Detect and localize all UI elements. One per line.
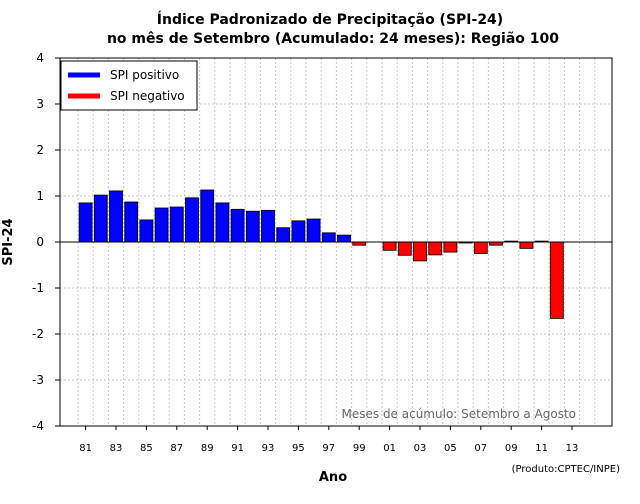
product-credit: (Produto:CPTEC/INPE): [512, 464, 620, 475]
y-tick-label: -3: [32, 373, 44, 387]
bar-2002: [397, 241, 412, 256]
bar-2007: [473, 241, 488, 254]
bar-1988: [185, 197, 199, 243]
x-tick-label: 95: [292, 443, 305, 454]
x-tick-label: 85: [140, 443, 153, 454]
x-tick-label: 01: [383, 443, 396, 454]
bar-2003: [413, 241, 427, 262]
bar-2005: [443, 241, 458, 253]
x-tick-label: 81: [79, 443, 92, 454]
bar-1997: [321, 232, 336, 243]
x-tick-label: 89: [201, 443, 214, 454]
bar-1990: [215, 202, 230, 243]
bar-1986: [154, 207, 169, 243]
x-tick-label: 13: [566, 443, 579, 454]
chart-title: Índice Padronizado de Precipitação (SPI-…: [157, 11, 503, 28]
y-tick-label: -1: [32, 281, 44, 295]
legend: SPI positivo SPI negativo: [60, 60, 198, 111]
chart-subtitle: no mês de Setembro (Acumulado: 24 meses)…: [107, 31, 559, 47]
y-tick-label: -4: [32, 419, 44, 433]
y-tick-label: 3: [36, 97, 44, 111]
bar-2004: [428, 241, 443, 256]
x-tick-label: 83: [110, 443, 123, 454]
x-tick-label: 91: [231, 443, 244, 454]
x-axis-label: Ano: [319, 470, 347, 485]
bar-1993: [261, 209, 275, 243]
bars: [78, 189, 564, 319]
bar-1987: [169, 206, 184, 243]
bar-2001: [382, 241, 397, 251]
x-tick-label: 07: [474, 443, 487, 454]
bar-1995: [291, 220, 306, 243]
y-tick-label: 2: [36, 143, 44, 157]
bar-1983: [109, 190, 123, 243]
x-tick-label: 97: [322, 443, 335, 454]
bar-1998: [337, 234, 351, 243]
y-tick-label: -2: [32, 327, 44, 341]
x-tick-label: 87: [170, 443, 183, 454]
legend-box: [60, 60, 198, 111]
y-tick-label: 4: [36, 51, 44, 65]
x-axis: 81 83 85 87 89 91 93 95 97 99 01 03 05 07 09 11 13: [79, 426, 578, 454]
x-tick-label: 03: [414, 443, 427, 454]
bar-1982: [93, 194, 108, 243]
y-tick-label: 1: [36, 189, 44, 203]
y-axis-label: SPI-24: [1, 218, 16, 265]
bar-1994: [276, 227, 291, 243]
bar-1989: [200, 189, 215, 243]
y-tick-label: 0: [36, 235, 44, 249]
bar-1991: [230, 208, 245, 243]
legend-label-positive: SPI positivo: [110, 68, 179, 82]
x-tick-label: 05: [444, 443, 457, 454]
bar-1984: [124, 201, 139, 243]
x-tick-label: 11: [535, 443, 548, 454]
bar-1992: [245, 210, 260, 243]
bar-1996: [306, 218, 321, 243]
bar-1985: [139, 219, 154, 243]
accumulation-annotation: Meses de acúmulo: Setembro a Agosto: [342, 407, 577, 421]
x-tick-label: 09: [505, 443, 518, 454]
bar-2010: [519, 241, 534, 249]
x-tick-label: 99: [353, 443, 366, 454]
bar-1981: [78, 202, 93, 243]
y-axis: -4 -3 -2 -1 0 1 2 3 4: [32, 51, 60, 433]
bar-2012: [549, 241, 564, 319]
x-tick-label: 93: [262, 443, 275, 454]
legend-label-negative: SPI negativo: [110, 89, 185, 103]
